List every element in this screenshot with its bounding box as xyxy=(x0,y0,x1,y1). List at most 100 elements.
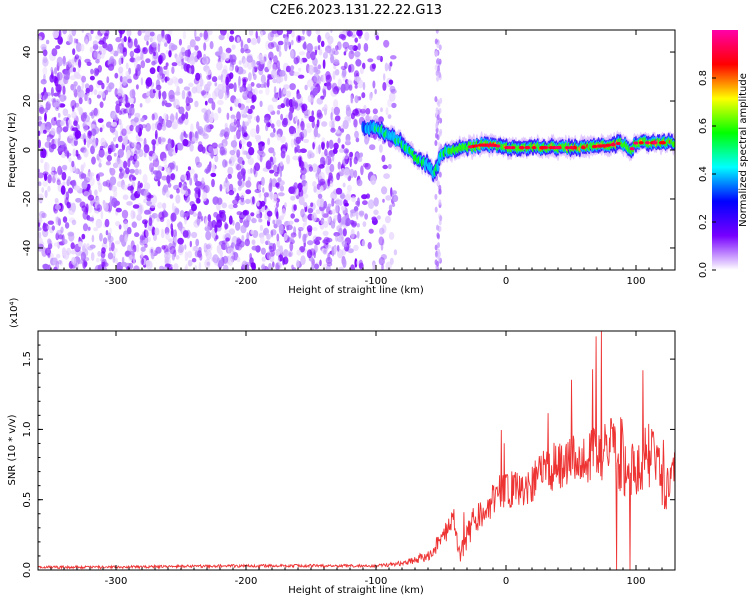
snr-y-tick-label: 0.5 xyxy=(22,492,33,508)
noise-speck xyxy=(157,202,163,209)
noise-speck xyxy=(294,218,300,223)
noise-speck xyxy=(118,66,124,74)
noise-speck xyxy=(175,165,179,172)
noise-speck xyxy=(354,258,358,268)
noise-speck xyxy=(269,169,275,174)
noise-speck xyxy=(202,133,209,140)
noise-speck xyxy=(362,221,367,228)
noise-speck xyxy=(342,182,346,188)
noise-speck xyxy=(118,224,122,230)
noise-speck xyxy=(38,210,46,219)
noise-speck xyxy=(247,83,252,92)
noise-speck xyxy=(236,111,241,122)
noise-speck xyxy=(68,187,73,194)
noise-speck xyxy=(384,62,389,72)
noise-speck xyxy=(67,34,73,43)
noise-speck xyxy=(245,98,251,104)
noise-speck xyxy=(267,137,271,146)
noise-speck xyxy=(165,62,169,67)
noise-speck xyxy=(329,163,335,173)
noise-speck xyxy=(295,136,302,144)
noise-speck xyxy=(326,140,330,149)
noise-speck xyxy=(229,30,235,35)
noise-speck xyxy=(157,165,163,171)
noise-speck xyxy=(225,76,229,86)
noise-speck xyxy=(46,137,51,142)
noise-speck xyxy=(44,91,48,100)
noise-speck xyxy=(88,226,91,231)
noise-speck xyxy=(115,143,119,149)
noise-speck xyxy=(70,249,77,255)
noise-speck xyxy=(53,102,60,107)
noise-speck xyxy=(110,121,118,127)
noise-speck xyxy=(368,228,374,234)
noise-speck xyxy=(115,100,121,106)
stripe-speck xyxy=(434,140,438,146)
noise-speck xyxy=(324,108,327,116)
noise-speck xyxy=(57,218,62,226)
noise-speck xyxy=(221,212,227,223)
noise-speck xyxy=(55,83,62,93)
noise-speck xyxy=(144,243,148,248)
stripe-speck xyxy=(437,242,440,249)
noise-speck xyxy=(47,220,54,225)
noise-speck xyxy=(216,219,223,228)
noise-speck xyxy=(252,230,259,238)
noise-speck xyxy=(265,86,270,96)
noise-speck xyxy=(277,192,285,197)
noise-speck xyxy=(342,258,347,269)
noise-speck xyxy=(341,144,345,150)
noise-speck xyxy=(204,225,211,232)
noise-speck xyxy=(311,163,318,173)
noise-speck xyxy=(126,226,132,235)
noise-speck xyxy=(213,211,219,218)
noise-speck xyxy=(354,76,361,82)
noise-speck xyxy=(348,64,352,73)
noise-speck xyxy=(149,203,156,209)
noise-speck xyxy=(334,115,341,122)
noise-speck xyxy=(387,114,392,119)
noise-speck xyxy=(40,78,47,85)
noise-speck xyxy=(340,205,346,211)
noise-speck xyxy=(95,59,100,64)
stripe-speck xyxy=(436,75,440,82)
noise-speck xyxy=(319,178,326,186)
noise-speck xyxy=(238,60,242,65)
noise-speck xyxy=(307,94,315,103)
noise-speck xyxy=(142,47,148,55)
noise-speck xyxy=(337,161,341,170)
noise-speck xyxy=(142,173,148,184)
noise-speck xyxy=(61,164,68,171)
noise-speck xyxy=(353,156,358,165)
noise-speck xyxy=(293,71,300,77)
noise-speck xyxy=(325,256,333,265)
noise-speck xyxy=(322,88,325,94)
noise-speck xyxy=(322,230,329,236)
noise-speck xyxy=(41,187,45,193)
noise-speck xyxy=(208,145,214,153)
noise-speck xyxy=(258,218,263,223)
noise-speck xyxy=(341,68,347,77)
noise-speck xyxy=(250,82,255,87)
noise-speck xyxy=(298,196,305,206)
noise-speck xyxy=(289,236,294,245)
snr-y-tick-label: 0.0 xyxy=(22,562,33,578)
noise-speck xyxy=(47,95,51,104)
noise-speck xyxy=(149,31,155,37)
noise-speck xyxy=(92,44,99,50)
noise-speck xyxy=(343,168,351,179)
ridge-peak xyxy=(479,143,485,147)
noise-speck xyxy=(288,125,295,135)
noise-speck xyxy=(236,237,241,247)
noise-speck xyxy=(320,217,325,225)
noise-speck xyxy=(260,236,265,245)
noise-speck xyxy=(205,217,208,228)
noise-speck xyxy=(217,83,225,91)
noise-speck xyxy=(311,212,317,222)
noise-speck xyxy=(230,140,238,148)
noise-speck xyxy=(225,47,232,54)
noise-speck xyxy=(79,75,86,81)
noise-speck xyxy=(345,104,351,112)
stripe-speck xyxy=(438,130,442,137)
noise-speck xyxy=(132,204,140,209)
